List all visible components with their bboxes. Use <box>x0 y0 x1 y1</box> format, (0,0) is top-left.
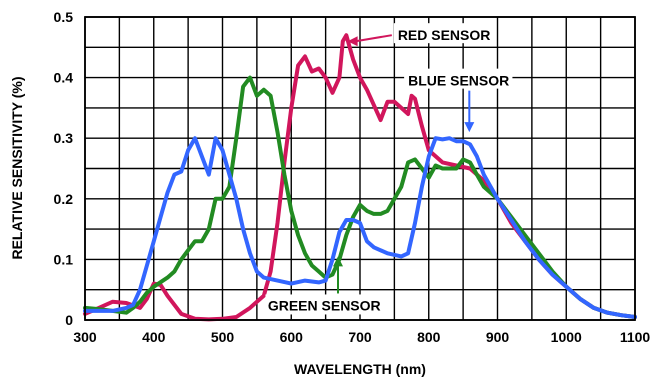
red-sensor-label-bg <box>393 23 493 44</box>
x-tick-label: 1100 <box>620 329 651 345</box>
y-tick-label: 0 <box>65 312 73 328</box>
blue-sensor-label: BLUE SENSOR <box>408 73 509 89</box>
tick-label-layer: 300 400 500 600 700 800 900 1000 1100 0 0.1 0.2 0.3 0… <box>54 9 651 345</box>
y-axis-label: RELATIVE SENSITIVITY (%) <box>9 76 25 259</box>
y-tick-label: 0.3 <box>54 130 74 146</box>
green-sensor-label: GREEN SENSOR <box>268 297 381 313</box>
x-tick-label: 700 <box>348 329 372 345</box>
y-tick-label: 0.4 <box>54 70 74 86</box>
y-tick-label: 0.5 <box>54 9 74 25</box>
x-tick-label: 600 <box>280 329 304 345</box>
annotation-layer: RED SENSOR BLUE SENSOR GREEN SENSOR <box>265 23 513 315</box>
x-tick-label: 1000 <box>551 329 582 345</box>
green-sensor-arrowhead <box>333 256 343 267</box>
x-axis-label: WAVELENGTH (nm) <box>294 361 426 377</box>
plot-frame <box>84 16 636 321</box>
x-tick-label: 400 <box>142 329 166 345</box>
x-tick-label: 900 <box>486 329 510 345</box>
x-tick-label: 800 <box>417 329 441 345</box>
series-layer <box>83 33 637 322</box>
red-sensor-label: RED SENSOR <box>398 27 491 43</box>
blue-sensor-line <box>83 136 637 319</box>
y-tick-label: 0.2 <box>54 191 74 207</box>
red-sensor-arrow <box>355 34 392 43</box>
y-tick-label: 0.1 <box>54 251 74 267</box>
red-sensor-arrowhead <box>347 36 358 47</box>
green-sensor-label-bg <box>265 294 384 315</box>
x-tick-label: 500 <box>211 329 235 345</box>
green-sensor-line <box>83 75 637 319</box>
x-tick-label: 300 <box>73 329 97 345</box>
blue-sensor-arrowhead <box>464 122 475 133</box>
blue-sensor-label-bg <box>404 68 513 89</box>
